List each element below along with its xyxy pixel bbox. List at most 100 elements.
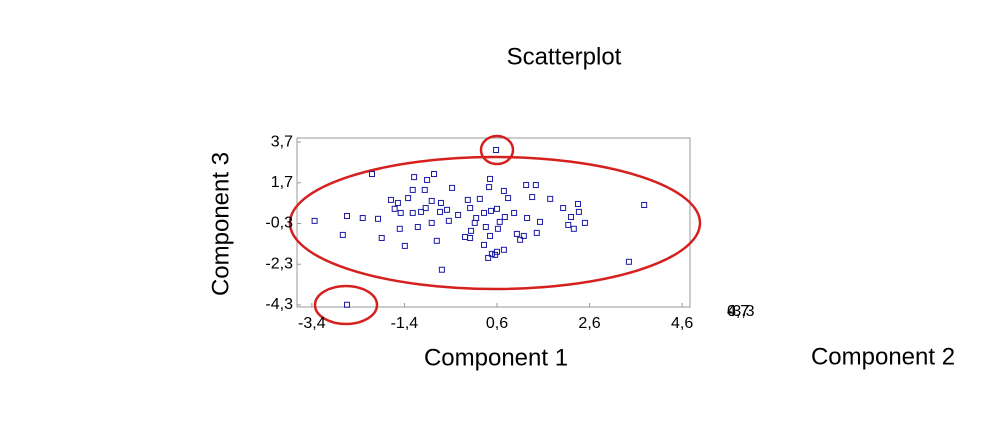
point (378, 234, 385, 241)
point (401, 242, 408, 249)
point (473, 215, 480, 222)
point (445, 217, 452, 224)
point (414, 223, 421, 230)
x-tick-label: -1,4 (391, 315, 419, 332)
y-tick-label: 1,7 (271, 174, 293, 191)
point (467, 234, 474, 241)
point (568, 214, 575, 221)
y-axis-label: Component 3 (207, 152, 234, 296)
point (492, 251, 499, 258)
point (387, 196, 394, 203)
point (625, 258, 632, 265)
point (560, 205, 567, 212)
point (533, 229, 540, 236)
point (476, 195, 483, 202)
point (494, 225, 501, 232)
point (523, 182, 530, 189)
point (493, 147, 500, 154)
point (487, 207, 494, 214)
point (405, 195, 412, 202)
point (339, 231, 346, 238)
point (537, 218, 544, 225)
point (359, 215, 366, 222)
point (343, 212, 350, 219)
point (581, 219, 588, 226)
point (500, 187, 507, 194)
plot-frame (296, 137, 691, 308)
point (421, 186, 428, 193)
point (409, 186, 416, 193)
z-tick-label: -3,3 (727, 303, 755, 320)
point (468, 227, 475, 234)
y-tick-label: 3,7 (271, 133, 293, 150)
point (409, 209, 416, 216)
point (493, 205, 500, 212)
point (437, 199, 444, 206)
point (437, 208, 444, 215)
point (438, 266, 445, 273)
point (505, 195, 512, 202)
point (575, 208, 582, 215)
point (428, 219, 435, 226)
z-tick-label: 0,7 (727, 303, 749, 320)
point (511, 209, 518, 216)
point (471, 219, 478, 226)
point (368, 171, 375, 178)
point (529, 194, 536, 201)
point (443, 206, 450, 213)
point (422, 205, 429, 212)
x-tick-label: -3,4 (298, 315, 326, 332)
point (455, 211, 462, 218)
point (462, 233, 469, 240)
x-tick-label: 4,6 (671, 315, 693, 332)
point (411, 174, 418, 181)
point (464, 196, 471, 203)
point (574, 200, 581, 207)
point (482, 223, 489, 230)
point (520, 232, 527, 239)
z-tick-label: 4,7 (727, 303, 749, 320)
point (481, 209, 488, 216)
x-axis-label: Component 1 (424, 344, 568, 371)
point (397, 209, 404, 216)
point (532, 182, 539, 189)
point (431, 171, 438, 178)
point (641, 201, 648, 208)
point (493, 248, 500, 255)
point (418, 208, 425, 215)
x-tick-label: 0,6 (486, 315, 508, 332)
point (424, 176, 431, 183)
point (449, 184, 456, 191)
annotations (288, 134, 702, 326)
y-tick-label: -2,3 (265, 255, 293, 272)
point (486, 184, 493, 191)
point (487, 175, 494, 182)
point (517, 236, 524, 243)
y-tick-label: -0,3 (265, 215, 293, 232)
point (547, 195, 554, 202)
point (396, 225, 403, 232)
point (375, 215, 382, 222)
point (467, 205, 474, 212)
annotation-ellipse (479, 134, 515, 166)
z-axis-label: Component 2 (811, 343, 955, 370)
x-tick-label: 2,6 (578, 315, 600, 332)
point (524, 215, 531, 222)
point (391, 205, 398, 212)
point (485, 254, 492, 261)
point (394, 199, 401, 206)
y-tick-label: -4,3 (265, 296, 293, 313)
point (343, 301, 350, 308)
point (565, 221, 572, 228)
point (428, 197, 435, 204)
point (481, 241, 488, 248)
point (570, 225, 577, 232)
point (496, 218, 503, 225)
point (501, 214, 508, 221)
point (513, 230, 520, 237)
point (433, 237, 440, 244)
point (487, 232, 494, 239)
annotation-ellipse (313, 284, 379, 326)
chart-title: Scatterplot (507, 43, 622, 70)
